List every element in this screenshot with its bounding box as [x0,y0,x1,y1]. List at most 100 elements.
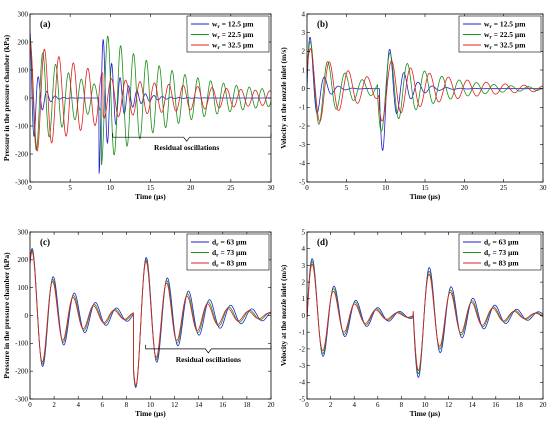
y-tick-label: 100 [18,284,29,292]
x-tick-label: 20 [461,184,469,192]
series-line-3 [307,48,543,122]
x-tick-label: 8 [125,401,129,409]
x-tick-label: 0 [305,184,309,192]
y-tick-label: 1 [302,66,306,74]
x-axis-label: Time (µs) [135,409,166,418]
annotation-label: Residual oscillations [154,143,219,152]
legend-entry-3: wr = 32.5 µm [212,41,254,52]
y-axis-label: Velocity at the nozzle inlet (m/s) [279,47,288,149]
x-tick-label: 14 [195,401,203,409]
annotation-label: Residual oscillations [176,355,241,364]
y-tick-label: 5 [302,228,306,236]
x-axis-label: Time (µs) [135,192,166,201]
x-axis-label: Time (µs) [410,192,441,201]
y-tick-label: 0 [25,94,29,102]
x-tick-label: 8 [400,401,404,409]
y-tick-label: -1 [299,104,305,112]
y-tick-label: 300 [18,10,29,18]
legend-entry-2: wr = 22.5 µm [484,30,526,41]
x-tick-label: 30 [540,184,548,192]
legend-entry-3: dr = 83 µm [212,259,247,270]
y-tick-label: 0 [302,85,306,93]
y-tick-label: -300 [15,178,28,186]
y-tick-label: -2 [299,345,305,353]
legend-entry-1: wr = 12.5 µm [212,20,254,31]
x-tick-label: 12 [445,401,453,409]
x-tick-label: 4 [76,401,80,409]
x-tick-label: 20 [540,401,548,409]
y-axis-label: Pressure in the pressure chamber (kPa) [2,34,11,161]
x-tick-label: 0 [305,401,309,409]
x-tick-label: 14 [469,401,477,409]
x-tick-label: 6 [376,401,380,409]
x-tick-label: 5 [345,184,349,192]
legend-entry-2: dr = 73 µm [212,248,247,259]
y-tick-label: -4 [299,379,305,387]
x-tick-label: 10 [107,184,115,192]
legend-entry-3: dr = 83 µm [484,259,519,270]
panel-2: 0 5 10 15 20 25 30 -5 -4 -3 -2 -1 0 1 2 3 4 Time (µs) Velo… [279,10,547,201]
legend-entry-2: wr = 22.5 µm [212,30,254,41]
legend-entry-1: dr = 63 µm [484,238,519,249]
x-tick-label: 10 [422,401,430,409]
x-tick-label: 10 [147,401,155,409]
y-tick-label: 1 [302,295,306,303]
y-tick-label: 100 [18,66,29,74]
legend-entry-1: wr = 12.5 µm [484,20,526,31]
x-tick-label: 15 [422,184,430,192]
series-line-1 [307,36,543,151]
x-tick-label: 4 [352,401,356,409]
y-axis-label: Pressure in the pressure chamber (kPa) [2,252,11,379]
y-tick-label: 200 [18,256,29,264]
y-tick-label: 0 [302,312,306,320]
x-tick-label: 25 [227,184,235,192]
x-tick-label: 18 [243,401,251,409]
panel-1: 0 5 10 15 20 25 30 -300 -200 -100 0 100 200 300 Time (… [2,10,275,201]
x-tick-label: 12 [171,401,179,409]
x-tick-label: 16 [219,401,227,409]
y-tick-label: 3 [302,262,306,270]
y-tick-label: 0 [25,312,29,320]
y-tick-label: 200 [18,38,29,46]
x-tick-label: 10 [382,184,390,192]
x-tick-label: 0 [28,401,32,409]
y-tick-label: 2 [302,48,306,56]
series-line-3 [30,251,271,386]
y-tick-label: -200 [15,368,28,376]
panel-label: (d) [317,237,328,247]
legend-entry-1: dr = 63 µm [212,238,247,249]
y-tick-label: 4 [302,245,306,253]
y-tick-label: -3 [299,362,305,370]
y-tick-label: -5 [299,395,305,403]
x-tick-label: 30 [268,184,276,192]
x-tick-label: 16 [492,401,500,409]
y-tick-label: 300 [18,228,29,236]
legend-entry-3: wr = 32.5 µm [484,41,526,52]
y-axis-label: Velocity at the nozzle inlet (m/s) [279,264,288,366]
series-line-2 [30,35,271,166]
series-line-3 [307,263,543,371]
residual-bracket: Residual oscillations [145,344,272,364]
bracket-line [145,344,272,354]
y-tick-label: -5 [299,178,305,186]
x-tick-label: 15 [147,184,155,192]
legend-entry-2: dr = 73 µm [484,248,519,259]
panel-label: (c) [40,237,50,247]
y-tick-label: 2 [302,279,306,287]
y-tick-label: -300 [15,395,28,403]
x-tick-label: 20 [268,401,276,409]
x-tick-label: 18 [516,401,524,409]
x-tick-label: 2 [52,401,56,409]
y-tick-label: 3 [302,29,306,37]
x-tick-label: 0 [28,184,32,192]
residual-bracket: Residual oscillations [112,133,272,152]
y-tick-label: -2 [299,122,305,130]
y-tick-label: -100 [15,122,28,130]
panel-3: 0 2 4 6 8 10 12 14 16 18 20 -300 -200 -100 0 100 200 300 T… [2,228,275,418]
series-line-3 [30,40,271,152]
